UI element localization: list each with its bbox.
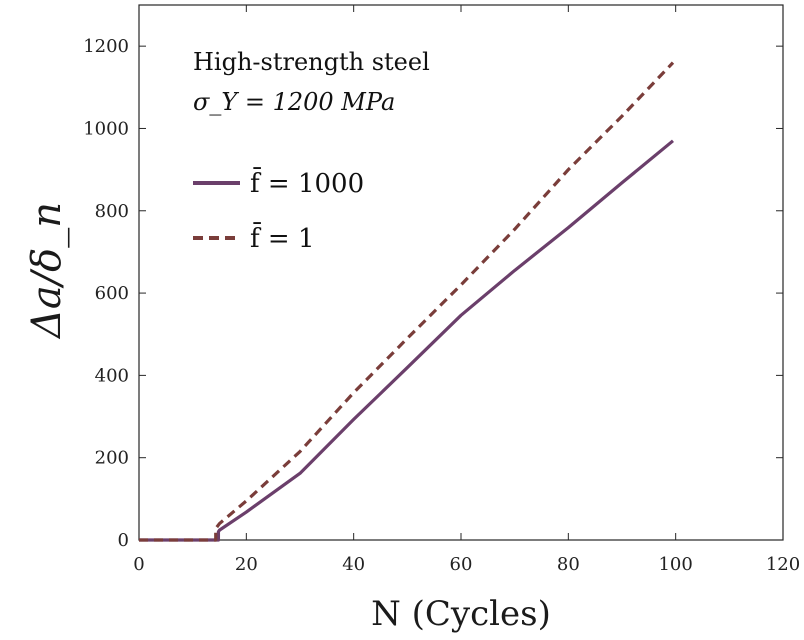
- plot-frame: [139, 5, 783, 540]
- y-tick-label: 0: [118, 530, 129, 551]
- y-tick-label: 400: [95, 365, 129, 386]
- x-tick-label: 60: [450, 554, 473, 575]
- x-tick-label: 0: [133, 554, 144, 575]
- series-layer: [139, 63, 673, 540]
- y-tick-label: 200: [95, 448, 129, 469]
- legend-label-1000: f̄ = 1000: [250, 166, 364, 199]
- x-tick-label: 20: [235, 554, 258, 575]
- annotation-line-2: σ_Y = 1200 MPa: [193, 88, 395, 116]
- y-axis-title: Δa/δ_n: [24, 202, 70, 340]
- legend-label-1: f̄ = 1: [250, 221, 314, 254]
- x-tick-label: 100: [658, 554, 692, 575]
- series-line-dashed: [139, 63, 673, 540]
- y-tick-label: 800: [95, 201, 129, 222]
- x-axis-title: N (Cycles): [371, 594, 551, 634]
- x-tick-label: 40: [342, 554, 365, 575]
- x-tick-label: 80: [557, 554, 580, 575]
- y-tick-label: 600: [95, 283, 129, 304]
- series-line-solid: [139, 141, 673, 540]
- x-tick-label: 120: [766, 554, 800, 575]
- y-tick-label: 1000: [83, 118, 129, 139]
- annotation-line-1: High-strength steel: [193, 48, 430, 76]
- y-tick-label: 1200: [83, 36, 129, 57]
